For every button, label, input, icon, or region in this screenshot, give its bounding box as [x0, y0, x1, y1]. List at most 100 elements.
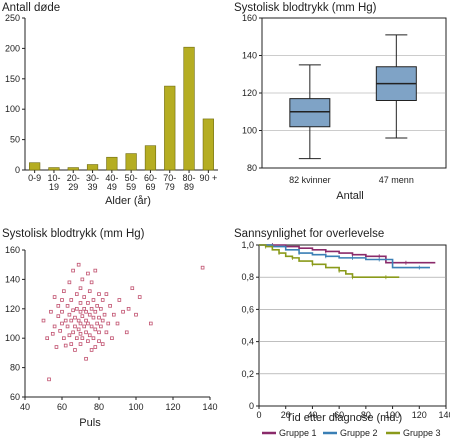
scatter-point [86, 271, 90, 276]
scatter-point [89, 306, 94, 311]
bar-x-tick-label: 19 [49, 182, 59, 192]
survival-y-tick-label: 1,0 [241, 240, 254, 250]
box-plot-blood-pressure: Systolisk blodtrykk (mm Hg) 80 100 120 140 1… [234, 2, 447, 202]
scatter-point [73, 348, 77, 352]
survival-y-tick-label: 0,4 [241, 337, 254, 347]
scatter-x-tick-label: 120 [165, 402, 180, 412]
scatter-point [41, 318, 46, 323]
scatter-point [73, 315, 77, 320]
scatter-point [80, 314, 85, 318]
bar-y-tick-label: 250 [5, 13, 20, 23]
scatter-point [75, 336, 79, 340]
bar [48, 167, 60, 171]
scatter-point [78, 331, 83, 336]
survival-x-tick-label: 120 [412, 410, 427, 420]
scatter-point [80, 277, 85, 282]
bar [125, 153, 137, 171]
scatter-point [69, 318, 74, 323]
scatter-point [65, 304, 70, 308]
survival-line [259, 244, 400, 278]
bar-chart-x-labels: 0-9 10-19 20-29 30-39 40-49 50-59 60-69 70-79 80… [28, 173, 217, 192]
bar-x-tick-label: 79 [165, 182, 175, 192]
scatter-point [78, 301, 83, 305]
box-y-tick-label: 100 [242, 126, 257, 136]
survival-frame [258, 244, 447, 407]
scatter-point [49, 309, 53, 314]
bar [67, 167, 79, 171]
scatter-point [148, 321, 153, 326]
survival-line [259, 244, 436, 264]
scatter-point [112, 312, 116, 317]
bar-x-tick-label: 10- [47, 173, 60, 183]
scatter-point [60, 298, 64, 302]
scatter-point [126, 306, 131, 311]
bar-x-tick-label: 59 [126, 182, 136, 192]
survival-x-tick-label: 140 [438, 410, 450, 420]
scatter-point [76, 318, 81, 323]
scatter-points [41, 262, 205, 382]
scatter-point [45, 336, 49, 340]
bar-chart-bars [29, 46, 214, 171]
scatter-point [63, 343, 68, 348]
bar-x-tick-label: 70- [163, 173, 176, 183]
box-y-tick-label: 140 [242, 51, 257, 61]
box-category-label: 82 kvinner [289, 175, 331, 185]
bar-x-tick-label: 90 + [199, 173, 217, 183]
box-y-tick-label: 80 [247, 163, 257, 173]
survival-x-tick-label: 60 [334, 410, 344, 420]
bar [164, 85, 176, 171]
scatter-point [62, 336, 66, 340]
scatter-point [89, 348, 94, 352]
scatter-point [91, 315, 96, 320]
scatter-plot-pulse: Systolisk blodtrykk (mm Hg) 60 80 100 120 14… [2, 228, 218, 429]
scatter-x-tick-label: 40 [20, 402, 30, 412]
bar-x-tick-label: 80- [183, 173, 196, 183]
scatter-point [104, 292, 109, 296]
scatter-point [82, 306, 87, 311]
bar [183, 46, 195, 171]
scatter-point [100, 318, 105, 323]
scatter-point [50, 331, 55, 336]
scatter-point [117, 298, 122, 302]
scatter-point [78, 342, 83, 346]
legend-label: Gruppe 3 [403, 428, 441, 438]
scatter-point [93, 268, 98, 273]
scatter-point [89, 280, 94, 285]
scatter-point [76, 262, 81, 267]
bar-x-tick-label: 29 [68, 182, 78, 192]
scatter-point [99, 306, 103, 311]
scatter-y-tick-label: 160 [5, 245, 20, 255]
scatter-point [73, 324, 77, 329]
survival-y-tick-label: 0,2 [241, 369, 254, 379]
scatter-x-tick-label: 100 [128, 402, 143, 412]
scatter-xlabel: Puls [79, 417, 101, 429]
bar-chart-xlabel: Alder (år) [105, 195, 151, 207]
box-plot-boxes [289, 34, 417, 160]
scatter-point [56, 304, 61, 308]
survival-chart: Sannsynlighet for overlevelse 0 0,2 0,4 0,6… [234, 228, 450, 438]
scatter-point [91, 336, 96, 340]
scatter-point [95, 321, 99, 326]
box-plot-title: Systolisk blodtrykk (mm Hg) [234, 2, 377, 14]
scatter-point [47, 377, 51, 382]
scatter-point [84, 330, 88, 335]
scatter-x-tick-label: 60 [57, 402, 67, 412]
bar-y-tick-label: 200 [5, 43, 20, 53]
scatter-point [75, 292, 79, 296]
survival-x-tick-label: 40 [307, 410, 317, 420]
scatter-point [97, 315, 101, 320]
scatter-point [56, 314, 61, 318]
scatter-point [67, 333, 72, 338]
scatter-point [110, 336, 114, 340]
scatter-point [75, 306, 79, 311]
survival-axes: 0 0,2 0,4 0,6 0,8 1,0 0 20 40 60 80 100 120 140 [241, 240, 450, 420]
scatter-point [71, 268, 75, 273]
bar-x-tick-label: 49 [107, 182, 117, 192]
bar-x-tick-label: 89 [184, 182, 194, 192]
scatter-point [54, 345, 59, 349]
scatter-point [84, 356, 88, 361]
scatter-point [87, 289, 92, 293]
bar [29, 162, 41, 171]
